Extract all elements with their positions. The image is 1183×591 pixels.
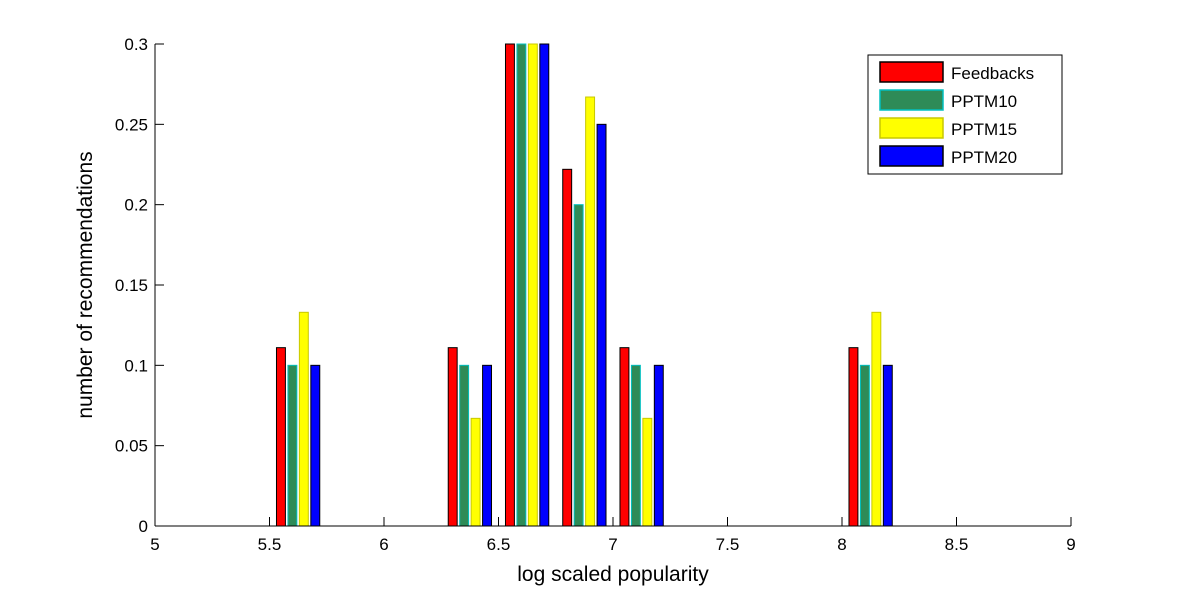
bar-pptm15-2	[298, 311, 309, 527]
x-tick-label-5: 7.5	[716, 535, 740, 554]
y-tick-label-2: 0.1	[124, 356, 148, 375]
legend-swatch-pptm15	[879, 117, 944, 139]
legend-label-pptm20: PPTM20	[951, 148, 1017, 167]
bar-pptm20-2	[310, 364, 321, 527]
x-tick-label-2: 6	[379, 535, 388, 554]
ticks-group: 5 5.5 6 6.5 7 7.5 8 8.5 9 0 0.05 0.1 0.15 0.2 0.25 0.3	[115, 35, 1076, 554]
bar-pptm15-7	[585, 96, 596, 527]
bar-pptm20-5	[482, 364, 493, 527]
bar-pptm10-5	[459, 364, 470, 527]
legend: Feedbacks PPTM10 PPTM15 PPTM20	[867, 54, 1063, 175]
bar-pptm10-7	[573, 204, 584, 527]
bar-feedbacks-5	[447, 347, 458, 527]
bar-pptm15-8	[642, 417, 653, 527]
bar-pptm20-8	[653, 364, 664, 527]
bar-feedbacks-12	[848, 347, 859, 527]
x-tick-label-8: 9	[1066, 535, 1075, 554]
bar-feedbacks-7	[562, 168, 573, 527]
legend-swatch-feedbacks	[879, 61, 944, 83]
y-tick-label-5: 0.25	[115, 115, 148, 134]
y-tick-label-4: 0.2	[124, 196, 148, 215]
bar-pptm10-8	[630, 364, 641, 527]
bar-pptm20-12	[882, 364, 893, 527]
legend-swatch-pptm10	[879, 89, 944, 111]
y-tick-label-0: 0	[139, 517, 148, 536]
legend-label-pptm10: PPTM10	[951, 92, 1017, 111]
y-tick-label-6: 0.3	[124, 35, 148, 54]
bar-pptm20-6	[539, 43, 550, 527]
x-axis-label: log scaled popularity	[517, 563, 709, 586]
bar-pptm10-12	[859, 364, 870, 527]
bar-pptm15-5	[470, 417, 481, 527]
bar-pptm20-7	[596, 123, 607, 527]
x-tick-label-1: 5.5	[258, 535, 282, 554]
x-tick-label-4: 7	[608, 535, 617, 554]
y-tick-label-1: 0.05	[115, 437, 148, 456]
x-tick-label-3: 6.5	[487, 535, 511, 554]
y-axis-label: number of recommendations	[74, 151, 97, 418]
bar-feedbacks-6	[504, 43, 515, 527]
bar-pptm10-2	[287, 364, 298, 527]
legend-label-feedbacks: Feedbacks	[951, 64, 1034, 83]
y-tick-label-3: 0.15	[115, 276, 148, 295]
bar-pptm15-12	[871, 311, 882, 527]
x-tick-label-7: 8.5	[945, 535, 969, 554]
legend-label-pptm15: PPTM15	[951, 120, 1017, 139]
x-tick-label-0: 5	[150, 535, 159, 554]
bar-pptm10-6	[516, 43, 527, 527]
x-tick-label-6: 8	[837, 535, 846, 554]
legend-swatch-pptm20	[879, 145, 944, 167]
bar-feedbacks-8	[619, 347, 630, 527]
bar-feedbacks-2	[275, 347, 286, 527]
bar-pptm15-6	[527, 43, 538, 527]
